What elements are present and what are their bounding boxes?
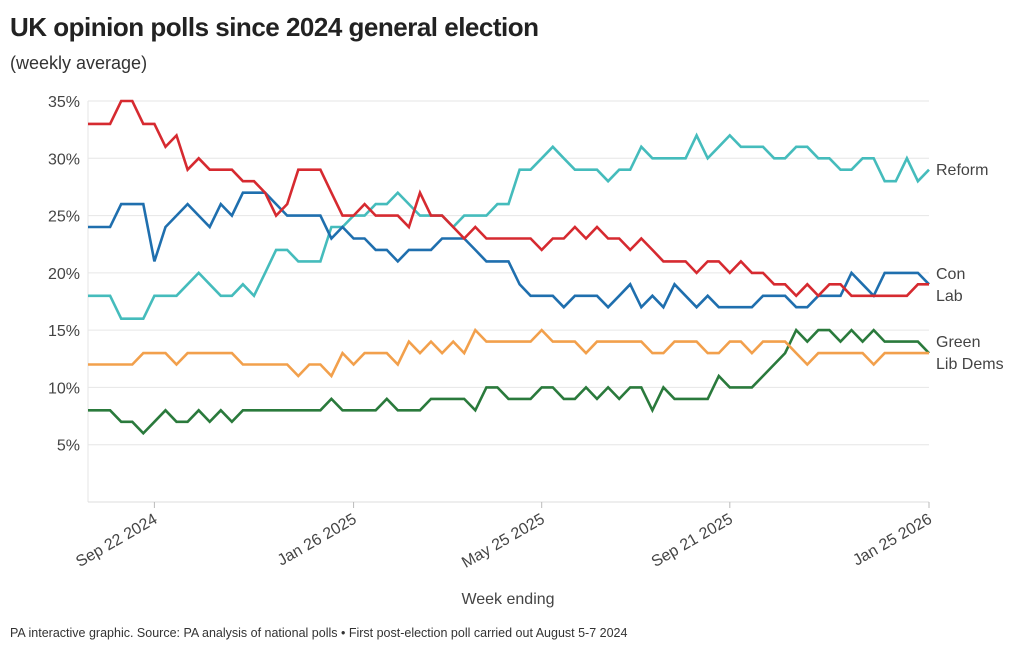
series-line-lab <box>88 99 929 298</box>
y-tick-label: 35% <box>48 94 80 111</box>
y-tick-label: 10% <box>48 380 80 397</box>
x-axis-title: Week ending <box>461 591 554 608</box>
y-tick-label: 30% <box>48 151 80 168</box>
series-label: Lib Dems <box>936 356 1004 373</box>
series-label: Con <box>936 266 965 283</box>
x-tick-label: Sep 21 2025 <box>649 511 736 571</box>
y-tick-label: 20% <box>48 266 80 283</box>
chart-subtitle: (weekly average) <box>10 53 148 73</box>
x-tick-label: Sep 22 2024 <box>73 511 160 571</box>
y-tick-label: 5% <box>57 438 80 455</box>
x-tick-label: Jan 25 2026 <box>850 511 935 570</box>
series-line-reform <box>88 132 930 321</box>
series-label: Lab <box>936 288 963 305</box>
series-line-green <box>88 327 930 436</box>
series-label: Reform <box>936 162 988 179</box>
series-line-con <box>88 191 930 310</box>
x-tick-label: Jan 26 2025 <box>275 511 360 570</box>
series-line-lib-dems <box>88 327 929 379</box>
y-tick-label: 15% <box>48 323 80 340</box>
y-tick-label: 25% <box>48 209 80 226</box>
source-footer: PA interactive graphic. Source: PA analy… <box>10 626 628 640</box>
x-tick-label: May 25 2025 <box>459 511 548 572</box>
chart-title: UK opinion polls since 2024 general elec… <box>10 12 539 42</box>
series-label: Green <box>936 334 980 351</box>
